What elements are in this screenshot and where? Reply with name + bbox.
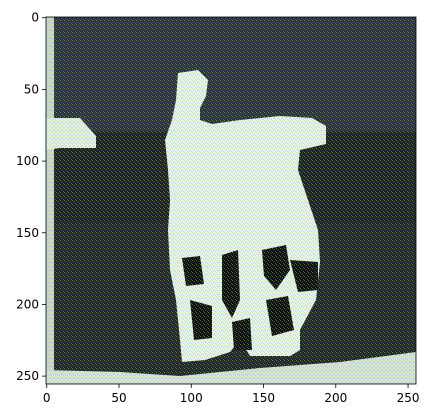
y-tick-label-4: 200 (16, 297, 39, 311)
x-tick-label-2: 100 (180, 391, 203, 405)
y-tick-label-0: 0 (31, 11, 39, 25)
y-tick-label-5: 250 (16, 369, 39, 383)
x-axis: 0 50 100 150 200 250 (43, 384, 420, 405)
y-tick-label-2: 100 (16, 154, 39, 168)
image-plot (46, 17, 416, 384)
pixel-noise-overlay (46, 17, 416, 384)
y-tick-label-1: 50 (24, 82, 39, 96)
y-axis: 0 50 100 150 200 250 (16, 11, 46, 383)
axes-frame (45, 16, 417, 385)
x-tick-label-1: 50 (111, 391, 126, 405)
x-tick-label-0: 0 (43, 391, 51, 405)
y-tick-label-3: 150 (16, 226, 39, 240)
x-tick-label-4: 200 (324, 391, 347, 405)
x-tick-label-3: 150 (252, 391, 275, 405)
x-tick-label-5: 250 (397, 391, 420, 405)
